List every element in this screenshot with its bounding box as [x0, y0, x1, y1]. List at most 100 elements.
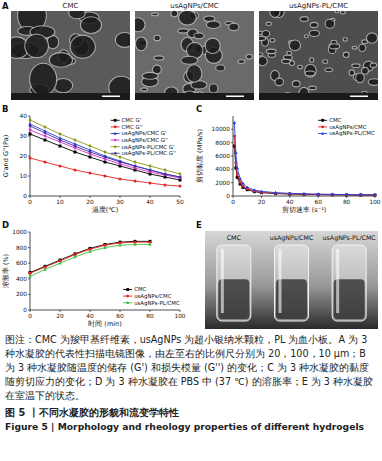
data-point	[134, 240, 137, 243]
sem-pore	[329, 44, 340, 49]
plot-area	[233, 121, 377, 197]
data-point	[274, 191, 277, 194]
x-tick	[120, 196, 121, 198]
legend-label: CMC G'	[122, 117, 142, 123]
x-tick	[30, 196, 31, 198]
sem-pore	[282, 59, 291, 63]
data-point	[317, 193, 320, 196]
y-tick-label: 0	[23, 193, 27, 199]
data-point	[359, 194, 362, 197]
legend: CMCusAgNPs/CMCusAgNPs-PL/CMC	[318, 117, 375, 137]
sem-scale-bar	[350, 96, 368, 98]
legend-label: CMC G''	[122, 124, 143, 130]
data-point	[43, 131, 46, 134]
sem-pore	[25, 34, 49, 57]
sem-pore	[154, 56, 164, 60]
y-tick-label: 600	[16, 260, 27, 266]
data-point	[44, 139, 47, 142]
x-tick-label: 40	[146, 199, 154, 205]
sem-info-bar	[11, 93, 130, 100]
data-point	[74, 151, 77, 154]
sem-pore	[289, 40, 300, 51]
x-tick-label: 100	[369, 199, 380, 205]
data-point	[44, 161, 47, 164]
sem-pore	[352, 46, 357, 49]
y-tick-label: 10000	[212, 126, 231, 132]
sem-pore	[206, 21, 220, 29]
sem-pore	[287, 51, 292, 55]
legend: CMCusAgNPs/CMCusAgNPs-PL/CMC	[123, 286, 180, 306]
data-point	[331, 192, 334, 195]
y-tick-label: 400	[16, 276, 27, 282]
figure-panels: ABCDECMCusAgNPs/CMCusAgNPs-PL/CMC0102030…	[0, 0, 382, 332]
legend-label: usAgNPs-PL/CMC G''	[122, 150, 176, 157]
legend-line	[111, 120, 120, 121]
sample-label: usAgNPs-PL/CMC	[323, 234, 377, 242]
y-axis-title: G'and G''(Pa)	[2, 135, 10, 177]
y-tick-label: 0	[23, 307, 27, 313]
sem-pore	[178, 29, 189, 34]
x-tick	[90, 196, 91, 198]
sem-pore	[310, 22, 318, 27]
y-tick	[231, 129, 233, 130]
y-tick-label: 10	[20, 173, 28, 179]
x-tick	[60, 196, 61, 198]
data-point	[59, 259, 62, 262]
x-tick-label: 100	[174, 313, 185, 319]
data-point	[163, 172, 166, 175]
y-axis-title: 溶胀率 (%)	[2, 254, 10, 288]
x-tick	[318, 196, 319, 198]
data-point	[103, 150, 106, 154]
page: {"figure": { "panel_labels": ["A", "B", …	[0, 0, 382, 461]
data-point	[241, 185, 244, 188]
data-point	[58, 261, 61, 264]
legend-marker	[126, 295, 129, 298]
data-point	[316, 192, 319, 195]
sem-pore	[340, 11, 345, 14]
x-tick-label: 0	[231, 199, 235, 205]
data-point	[44, 265, 47, 268]
y-tick	[231, 156, 233, 157]
legend-marker	[113, 152, 116, 155]
x-tick-label: 20	[86, 199, 94, 205]
data-point	[148, 164, 151, 168]
sem-pore	[349, 70, 355, 76]
y-tick-label: 1000	[12, 229, 27, 235]
panel-letter: D	[2, 220, 9, 230]
sem-pore	[115, 32, 130, 47]
data-point	[103, 155, 106, 158]
sem-pore	[275, 78, 284, 85]
sem-pore	[309, 86, 317, 90]
x-tick-label: 40	[286, 199, 294, 205]
x-tick	[150, 310, 151, 312]
data-point	[148, 168, 151, 171]
sem-pore	[370, 63, 377, 67]
sem-pore	[194, 33, 204, 39]
x-tick-label: 20	[56, 313, 64, 319]
data-point	[179, 185, 182, 188]
data-point	[246, 188, 249, 191]
data-point	[29, 133, 32, 136]
data-point	[374, 193, 377, 196]
data-point	[149, 182, 152, 185]
x-axis	[30, 310, 180, 311]
sem-pore	[300, 17, 308, 22]
series-line	[30, 130, 180, 178]
x-tick-label: 0	[28, 199, 32, 205]
sem-pore	[135, 18, 145, 32]
sem-pore	[216, 65, 225, 71]
series-line	[234, 136, 375, 195]
y-tick-label: 6000	[215, 153, 230, 159]
data-point	[89, 156, 92, 159]
data-point	[88, 144, 91, 148]
data-point	[288, 191, 291, 194]
data-point	[28, 275, 31, 278]
data-point	[59, 165, 62, 168]
legend-marker	[126, 301, 129, 304]
sem-pore	[49, 53, 72, 68]
sem-pore	[80, 17, 101, 34]
legend-marker	[114, 145, 117, 149]
data-point	[303, 193, 306, 196]
data-point	[58, 132, 61, 136]
data-point	[148, 243, 151, 246]
